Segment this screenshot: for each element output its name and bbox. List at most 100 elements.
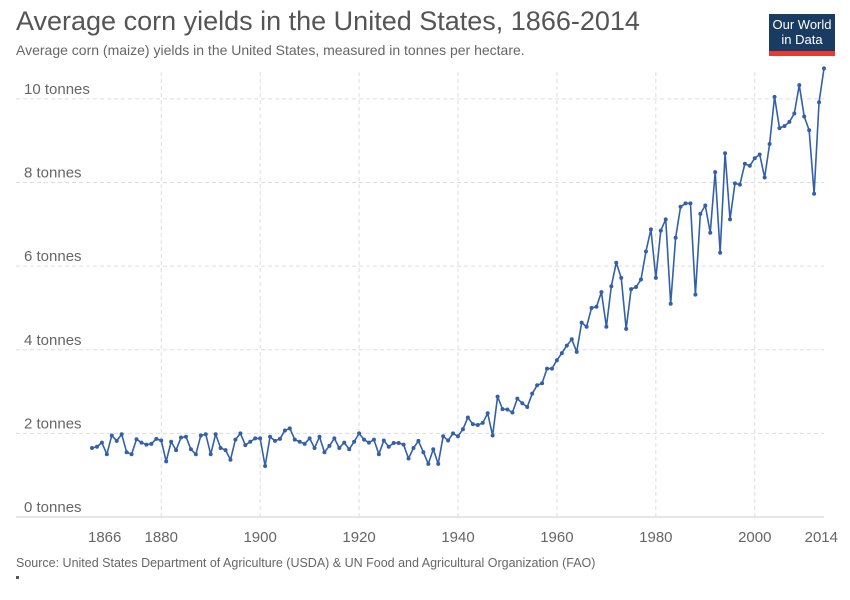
data-point[interactable] bbox=[218, 446, 223, 451]
data-point[interactable] bbox=[678, 204, 683, 209]
data-point[interactable] bbox=[812, 191, 817, 196]
data-point[interactable] bbox=[520, 401, 525, 406]
data-point[interactable] bbox=[673, 235, 678, 240]
data-point[interactable] bbox=[203, 432, 208, 437]
data-point[interactable] bbox=[747, 163, 752, 168]
data-point[interactable] bbox=[752, 156, 757, 161]
data-point[interactable] bbox=[421, 450, 426, 455]
data-point[interactable] bbox=[817, 100, 822, 105]
data-point[interactable] bbox=[357, 431, 362, 436]
data-point[interactable] bbox=[594, 304, 599, 309]
data-point[interactable] bbox=[792, 111, 797, 116]
data-point[interactable] bbox=[248, 439, 253, 444]
data-point[interactable] bbox=[396, 440, 401, 445]
data-point[interactable] bbox=[475, 423, 480, 428]
data-point[interactable] bbox=[233, 437, 238, 442]
data-point[interactable] bbox=[505, 407, 510, 412]
data-point[interactable] bbox=[530, 391, 535, 396]
data-point[interactable] bbox=[164, 459, 169, 464]
data-point[interactable] bbox=[371, 437, 376, 442]
data-point[interactable] bbox=[470, 422, 475, 427]
data-point[interactable] bbox=[772, 94, 777, 99]
data-point[interactable] bbox=[109, 433, 114, 438]
data-point[interactable] bbox=[787, 119, 792, 124]
data-point[interactable] bbox=[757, 152, 762, 157]
data-point[interactable] bbox=[545, 366, 550, 371]
data-point[interactable] bbox=[564, 343, 569, 348]
data-point[interactable] bbox=[653, 275, 658, 280]
data-point[interactable] bbox=[554, 358, 559, 363]
data-point[interactable] bbox=[777, 126, 782, 131]
data-point[interactable] bbox=[609, 284, 614, 289]
data-point[interactable] bbox=[589, 305, 594, 310]
data-point[interactable] bbox=[94, 444, 99, 449]
data-point[interactable] bbox=[391, 440, 396, 445]
data-point[interactable] bbox=[579, 320, 584, 325]
data-point[interactable] bbox=[263, 463, 268, 468]
data-point[interactable] bbox=[342, 440, 347, 445]
data-point[interactable] bbox=[169, 439, 174, 444]
owid-logo[interactable]: Our World in Data bbox=[769, 14, 835, 56]
data-point[interactable] bbox=[723, 151, 728, 156]
data-point[interactable] bbox=[174, 448, 179, 453]
data-point[interactable] bbox=[426, 461, 431, 466]
data-point[interactable] bbox=[767, 142, 772, 147]
data-point[interactable] bbox=[762, 175, 767, 180]
data-point[interactable] bbox=[648, 227, 653, 232]
data-point[interactable] bbox=[574, 349, 579, 354]
data-point[interactable] bbox=[179, 435, 184, 440]
data-point[interactable] bbox=[282, 428, 287, 433]
data-point[interactable] bbox=[456, 434, 460, 439]
data-point[interactable] bbox=[253, 436, 258, 441]
data-point[interactable] bbox=[129, 452, 134, 457]
data-point[interactable] bbox=[441, 434, 446, 439]
data-point[interactable] bbox=[144, 442, 149, 447]
data-point[interactable] bbox=[134, 437, 139, 442]
data-point[interactable] bbox=[401, 442, 406, 447]
data-point[interactable] bbox=[99, 440, 104, 445]
data-point[interactable] bbox=[663, 217, 668, 222]
data-point[interactable] bbox=[688, 201, 693, 206]
data-point[interactable] bbox=[797, 83, 802, 88]
data-point[interactable] bbox=[114, 438, 119, 443]
data-point[interactable] bbox=[728, 217, 733, 222]
data-point[interactable] bbox=[515, 396, 520, 401]
data-point[interactable] bbox=[737, 182, 742, 187]
data-point[interactable] bbox=[366, 440, 371, 445]
data-point[interactable] bbox=[584, 324, 589, 329]
data-point[interactable] bbox=[619, 275, 624, 280]
data-point[interactable] bbox=[436, 461, 441, 466]
data-point[interactable] bbox=[624, 326, 629, 331]
data-point[interactable] bbox=[223, 448, 228, 453]
data-point[interactable] bbox=[698, 211, 703, 216]
data-point[interactable] bbox=[703, 203, 708, 208]
data-point[interactable] bbox=[460, 427, 465, 432]
data-point[interactable] bbox=[312, 446, 317, 451]
data-point[interactable] bbox=[490, 433, 495, 438]
data-point[interactable] bbox=[362, 437, 367, 442]
data-point[interactable] bbox=[708, 230, 713, 235]
data-point[interactable] bbox=[268, 434, 273, 439]
data-point[interactable] bbox=[485, 411, 490, 416]
data-point[interactable] bbox=[510, 410, 515, 415]
data-point[interactable] bbox=[273, 438, 277, 443]
data-point[interactable] bbox=[193, 452, 198, 457]
data-point[interactable] bbox=[208, 452, 213, 457]
data-point[interactable] bbox=[807, 128, 812, 133]
data-point[interactable] bbox=[277, 436, 282, 441]
data-point[interactable] bbox=[376, 452, 381, 457]
data-point[interactable] bbox=[535, 383, 540, 388]
data-point[interactable] bbox=[683, 201, 688, 206]
data-point[interactable] bbox=[643, 249, 648, 254]
data-point[interactable] bbox=[604, 324, 609, 329]
data-point[interactable] bbox=[732, 181, 737, 186]
data-point[interactable] bbox=[243, 443, 248, 448]
data-point[interactable] bbox=[104, 452, 109, 457]
data-point[interactable] bbox=[718, 250, 723, 255]
data-point[interactable] bbox=[302, 441, 307, 446]
data-point[interactable] bbox=[480, 420, 485, 425]
data-point[interactable] bbox=[639, 277, 643, 282]
data-point[interactable] bbox=[465, 415, 470, 420]
data-point[interactable] bbox=[431, 447, 436, 452]
data-point[interactable] bbox=[693, 292, 698, 297]
